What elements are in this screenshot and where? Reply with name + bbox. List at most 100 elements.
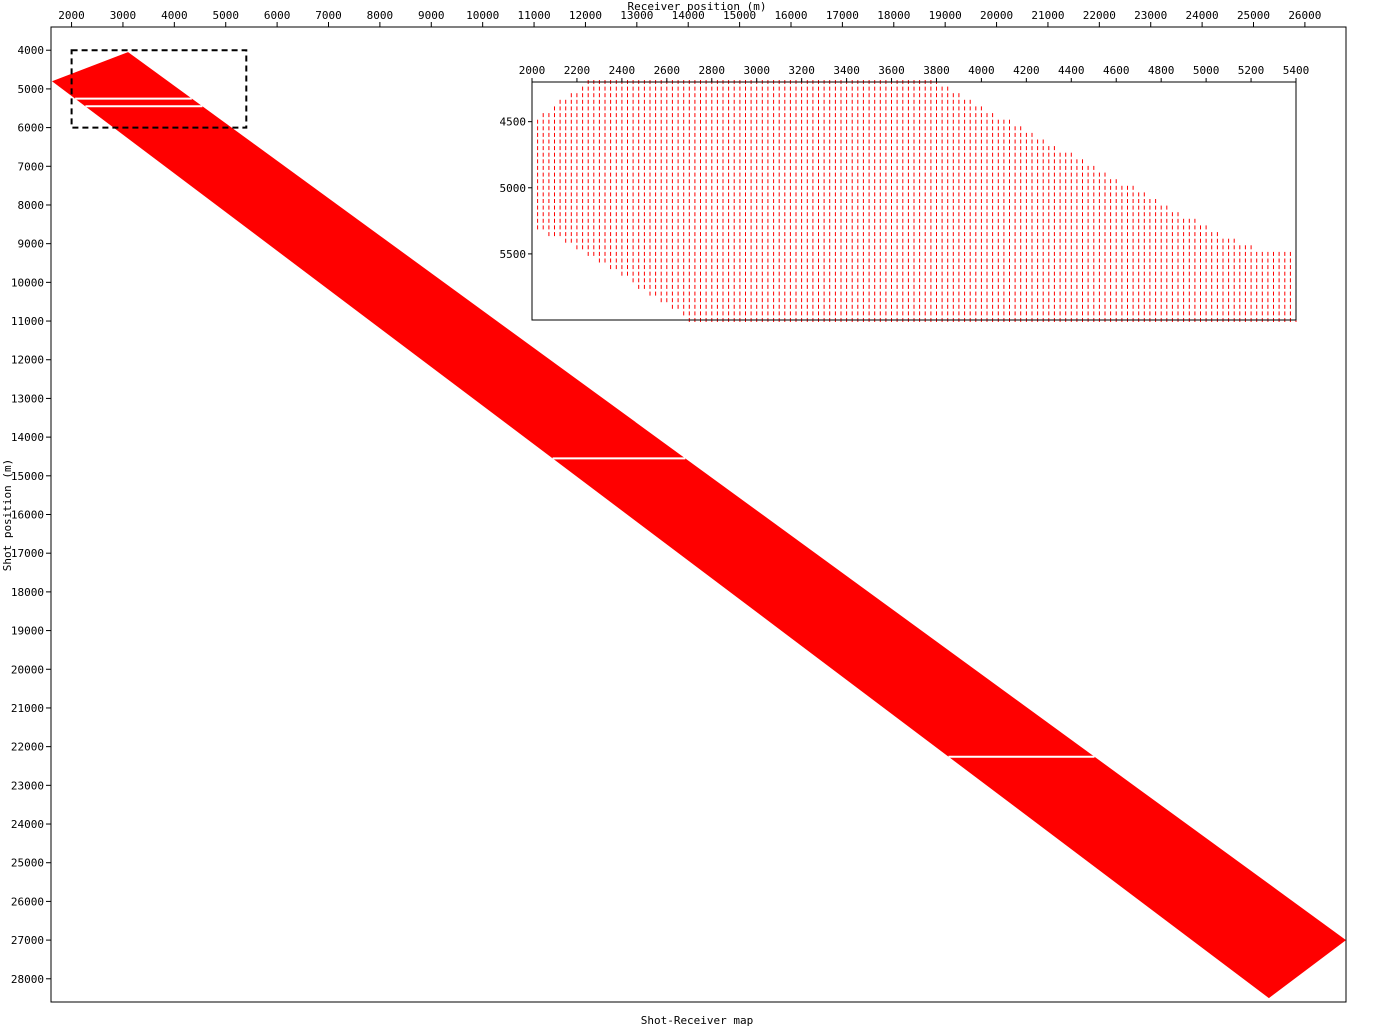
trace-dot xyxy=(1020,172,1022,177)
trace-dot xyxy=(947,165,949,170)
trace-dot xyxy=(801,278,803,283)
trace-dot xyxy=(1037,304,1039,309)
trace-dot xyxy=(666,271,668,276)
trace-dot xyxy=(694,225,696,230)
trace-dot xyxy=(655,205,657,210)
trace-dot xyxy=(818,86,819,91)
trace-dot xyxy=(801,165,803,170)
trace-dot xyxy=(896,238,898,243)
trace-dot xyxy=(604,172,606,177)
trace-dot xyxy=(1003,146,1005,151)
trace-dot xyxy=(711,232,713,237)
trace-dot xyxy=(879,93,881,98)
trace-dot xyxy=(834,205,836,210)
trace-dot xyxy=(840,311,842,316)
trace-dot xyxy=(1014,218,1016,223)
trace-dot xyxy=(660,185,662,190)
trace-dot xyxy=(767,179,769,184)
trace-dot xyxy=(627,86,628,91)
trace-dot xyxy=(627,113,628,118)
trace-dot xyxy=(1138,192,1140,197)
trace-dot xyxy=(632,205,634,210)
trace-dot xyxy=(1020,192,1022,197)
trace-dot xyxy=(677,93,679,98)
trace-dot xyxy=(1273,304,1274,309)
trace-dot xyxy=(554,212,555,217)
trace-dot xyxy=(964,192,966,197)
trace-dot xyxy=(958,218,960,223)
trace-dot xyxy=(823,165,825,170)
trace-dot xyxy=(857,291,859,296)
trace-dot xyxy=(554,113,555,118)
trace-dot xyxy=(700,192,701,197)
trace-dot xyxy=(941,265,943,270)
trace-dot xyxy=(711,159,713,164)
trace-dot xyxy=(941,225,943,230)
trace-dot xyxy=(1233,251,1235,256)
trace-dot xyxy=(829,311,831,316)
trace-dot xyxy=(936,238,937,243)
trace-dot xyxy=(1020,126,1022,131)
trace-dot xyxy=(812,225,814,230)
trace-dot xyxy=(1149,278,1151,283)
trace-dot xyxy=(874,185,876,190)
trace-dot xyxy=(750,146,752,151)
trace-dot xyxy=(818,179,819,184)
trace-dot xyxy=(936,291,937,296)
trace-dot xyxy=(913,304,915,309)
trace-dot xyxy=(980,165,982,170)
trace-dot xyxy=(913,311,915,316)
trace-dot xyxy=(975,132,977,137)
trace-dot xyxy=(1110,218,1112,223)
trace-dot xyxy=(610,205,612,210)
trace-dot xyxy=(1053,265,1055,270)
trace-dot xyxy=(874,265,876,270)
trace-dot xyxy=(919,159,921,164)
trace-dot xyxy=(711,93,713,98)
trace-dot xyxy=(1284,284,1286,289)
trace-dot xyxy=(773,238,775,243)
trace-dot xyxy=(677,119,679,124)
trace-dot xyxy=(806,311,808,316)
trace-dot xyxy=(896,99,898,104)
trace-dot xyxy=(604,165,606,170)
trace-dot xyxy=(761,251,763,256)
trace-dot xyxy=(1048,232,1050,237)
trace-dot xyxy=(1205,225,1207,230)
trace-dot xyxy=(660,278,662,283)
trace-dot xyxy=(1132,225,1134,230)
trace-dot xyxy=(1115,311,1117,316)
trace-dot xyxy=(862,298,864,303)
trace-dot xyxy=(986,212,988,217)
trace-dot xyxy=(1009,179,1010,184)
trace-dot xyxy=(1222,271,1224,276)
trace-dot xyxy=(829,304,831,309)
trace-dot xyxy=(773,218,775,223)
trace-dot xyxy=(919,126,921,131)
trace-dot xyxy=(1037,152,1039,157)
trace-dot xyxy=(891,311,892,316)
trace-dot xyxy=(1138,271,1140,276)
trace-dot xyxy=(711,199,713,203)
trace-dot xyxy=(1284,271,1286,276)
trace-dot xyxy=(1025,146,1027,151)
y-tick-label: 4000 xyxy=(18,44,45,57)
trace-dot xyxy=(1127,251,1128,256)
trace-dot xyxy=(548,205,550,210)
trace-dot xyxy=(1082,205,1083,210)
trace-dot xyxy=(733,132,735,137)
trace-dot xyxy=(1098,278,1100,283)
trace-dot xyxy=(986,152,988,157)
trace-dot xyxy=(565,99,567,104)
trace-dot xyxy=(761,278,763,283)
trace-dot xyxy=(1065,278,1067,283)
trace-dot xyxy=(941,185,943,190)
trace-dot xyxy=(789,139,791,144)
trace-dot xyxy=(784,284,786,289)
trace-dot xyxy=(885,284,887,289)
trace-dot xyxy=(812,278,814,283)
trace-dot xyxy=(1025,152,1027,157)
trace-dot xyxy=(857,265,859,270)
trace-dot xyxy=(1009,232,1010,237)
trace-dot xyxy=(705,291,707,296)
